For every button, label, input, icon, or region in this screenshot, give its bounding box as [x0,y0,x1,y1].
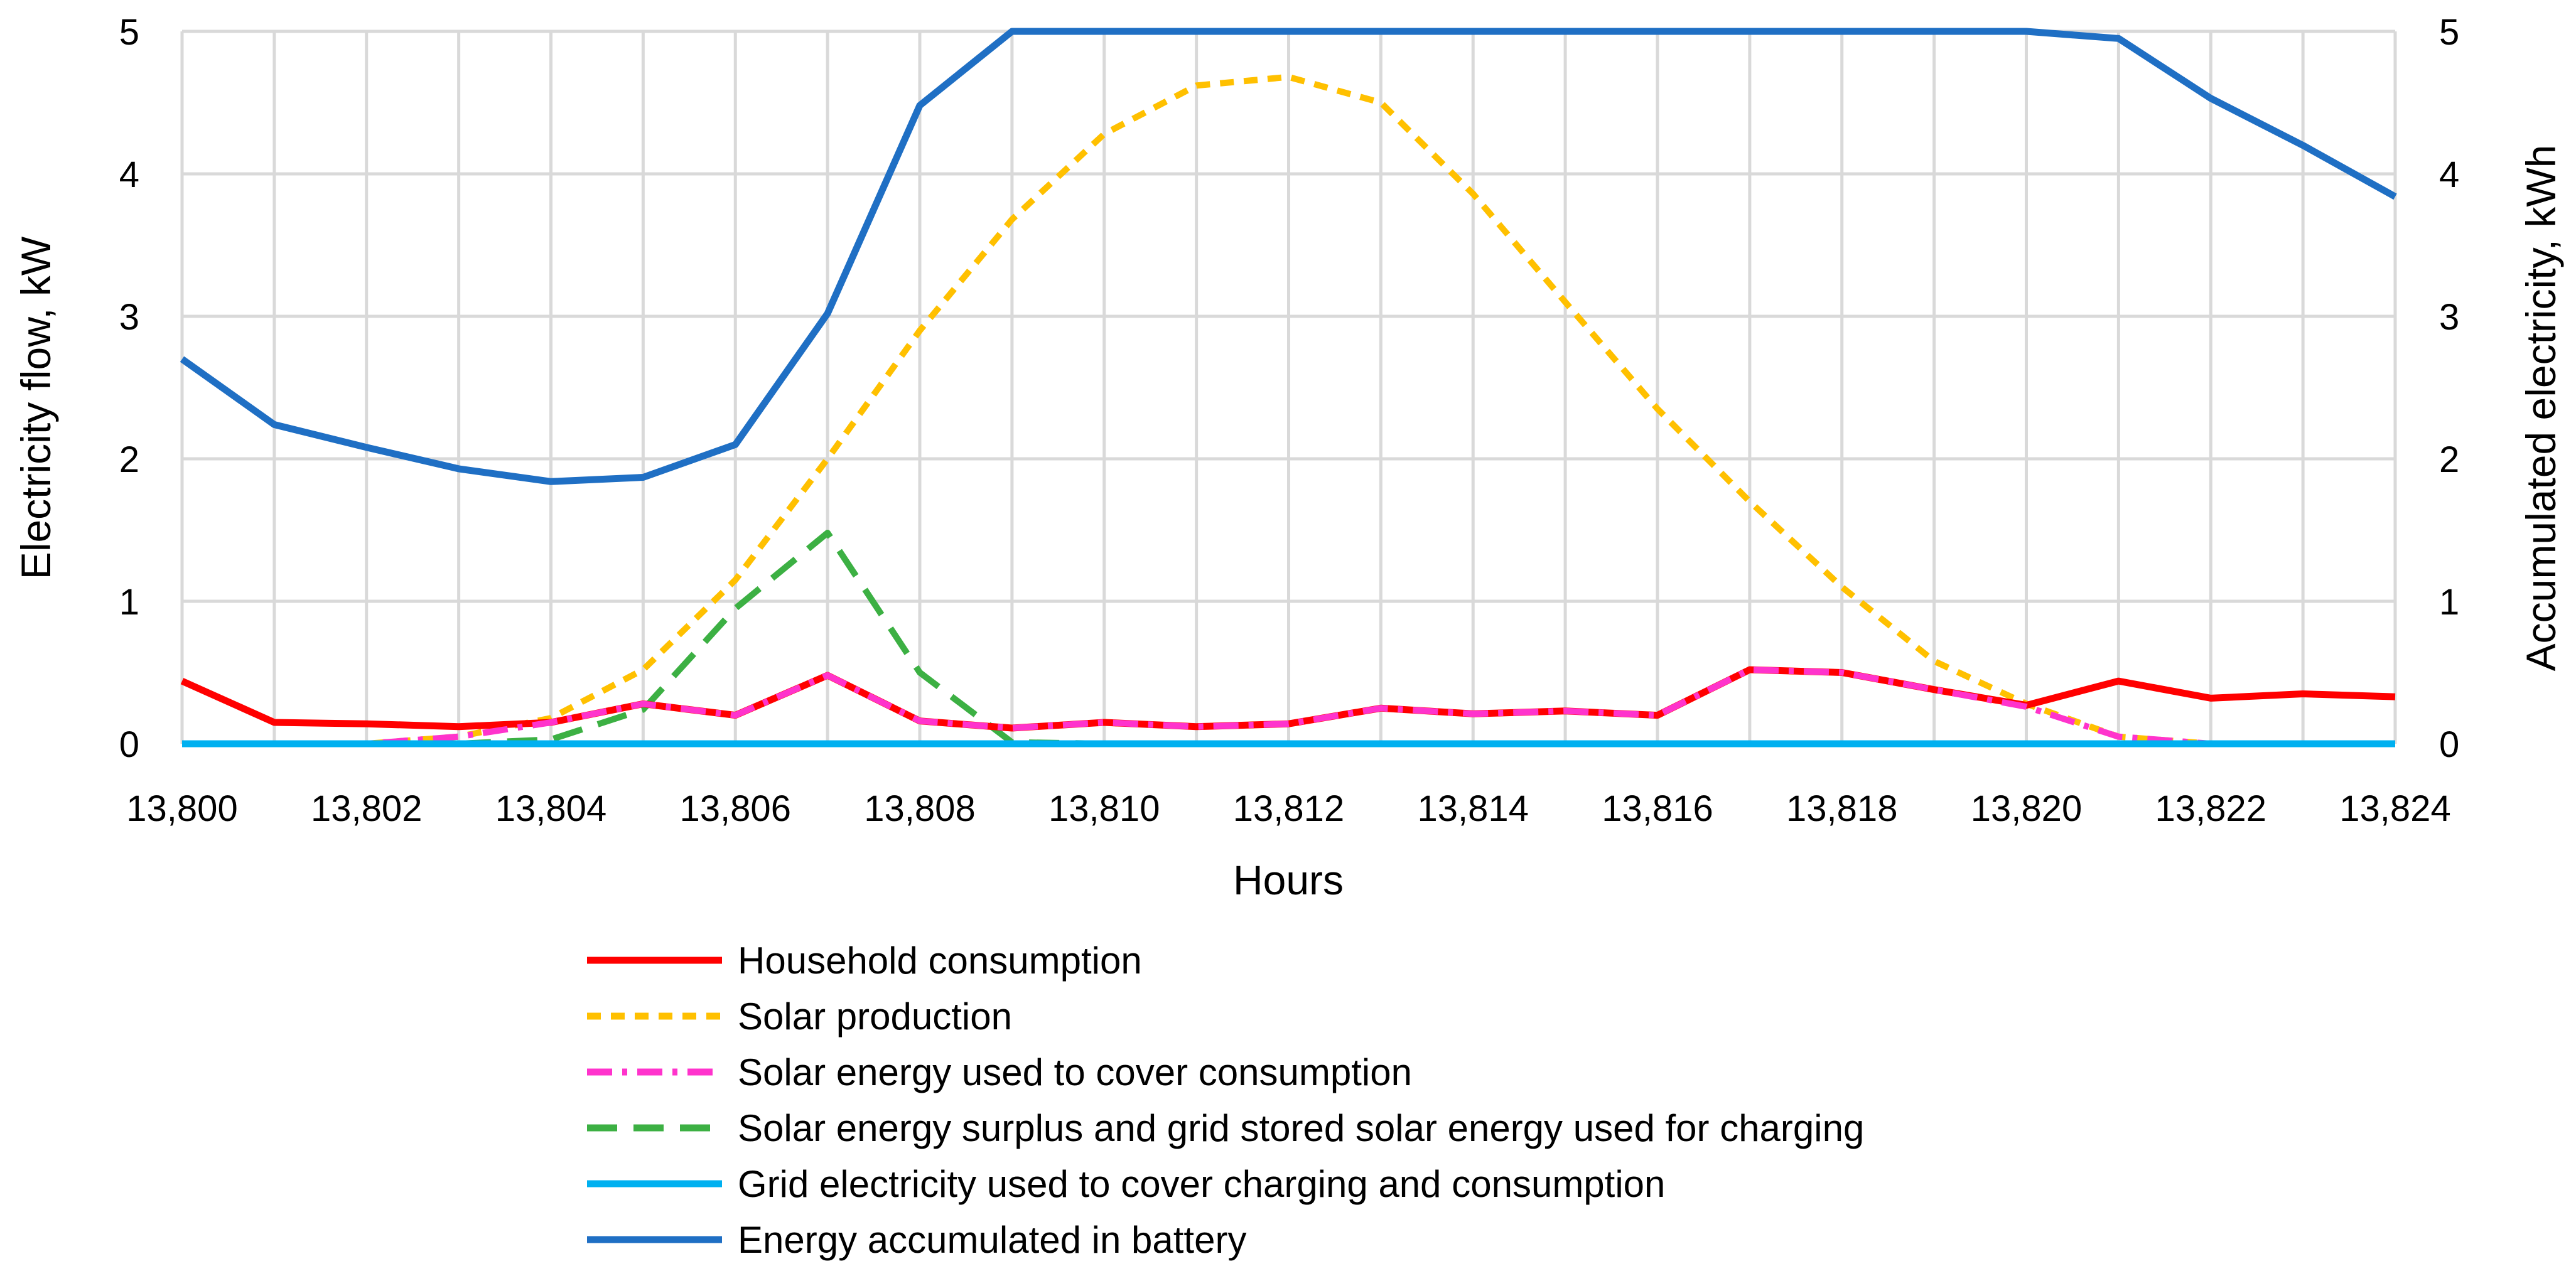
x-axis-title: Hours [1233,857,1344,903]
legend: Household consumption Solar production Sol… [587,940,1864,1261]
x-tick-label: 13,816 [1602,788,1713,829]
y2-tick-label: 1 [2439,582,2459,623]
x-tick-label: 13,800 [126,788,237,829]
y-tick-label: 4 [119,154,139,195]
y2-tick-label: 0 [2439,724,2459,765]
y2-tick-label: 3 [2439,297,2459,338]
x-tick-label: 13,806 [680,788,791,829]
x-tick-labels: 13,800 13,802 13,804 13,806 13,808 13,810 13,8… [126,788,2450,829]
y2-axis-title: Accumulated electricity, kWh [2518,145,2564,672]
y2-tick-label: 5 [2439,12,2459,53]
y2-tick-label: 2 [2439,439,2459,480]
legend-label: Energy accumulated in battery [738,1219,1246,1261]
series-line-2 [182,667,2395,747]
y-tick-labels: 0 1 2 3 4 5 [119,12,139,765]
y2-tick-labels: 0 1 2 3 4 5 [2439,12,2459,765]
x-tick-label: 13,824 [2339,788,2450,829]
x-tick-label: 13,822 [2155,788,2266,829]
x-tick-label: 13,818 [1786,788,1897,829]
y-tick-label: 2 [119,439,139,480]
y-tick-label: 0 [119,724,139,765]
legend-label: Grid electricity used to cover charging … [738,1163,1665,1205]
x-tick-label: 13,820 [1971,788,2082,829]
x-tick-label: 13,814 [1418,788,1529,829]
series-line-5 [180,28,2397,485]
y2-tick-label: 4 [2439,154,2459,195]
legend-label: Solar production [738,995,1012,1037]
x-tick-label: 13,810 [1048,788,1160,829]
legend-label: Solar energy used to cover consumption [738,1051,1412,1093]
y-tick-label: 5 [119,12,139,53]
grid-lines [180,29,2397,746]
legend-label: Solar energy surplus and grid stored sol… [738,1107,1864,1149]
x-tick-label: 13,804 [495,788,606,829]
series-lines [180,28,2397,748]
x-tick-label: 13,802 [311,788,422,829]
y-tick-label: 1 [119,582,139,623]
x-tick-label: 13,808 [864,788,975,829]
y-axis-title: Electricity flow, kW [13,236,59,579]
y-tick-label: 3 [119,297,139,338]
x-tick-label: 13,812 [1233,788,1344,829]
legend-label: Household consumption [738,940,1142,982]
